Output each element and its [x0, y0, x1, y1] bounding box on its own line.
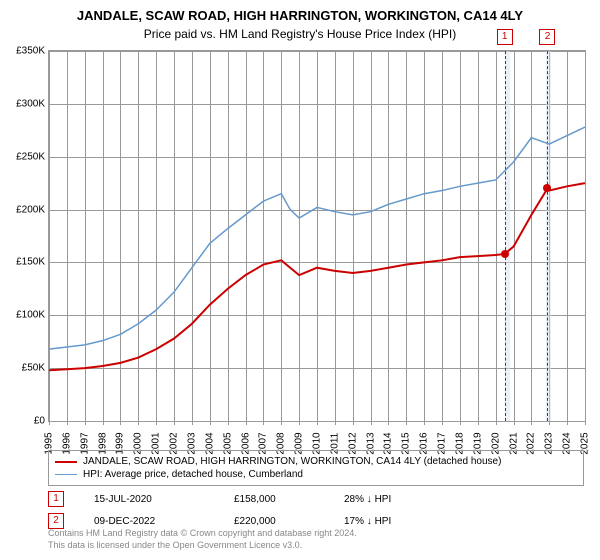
series-line-hpi	[49, 127, 585, 349]
event-date: 15-JUL-2020	[94, 494, 204, 505]
legend-label: JANDALE, SCAW ROAD, HIGH HARRINGTON, WOR…	[83, 456, 501, 467]
footer-text: Contains HM Land Registry data © Crown c…	[48, 528, 357, 551]
event-price: £158,000	[234, 494, 314, 505]
legend-label: HPI: Average price, detached house, Cumb…	[83, 469, 303, 480]
event-marker	[501, 250, 509, 258]
event-date: 09-DEC-2022	[94, 516, 204, 527]
y-axis-label: £150K	[1, 257, 45, 268]
event-table: 1 15-JUL-2020 £158,000 28% ↓ HPI 2 09-DEC-202…	[48, 488, 584, 532]
y-axis-label: £350K	[1, 46, 45, 57]
footer-line-2: This data is licensed under the Open Gov…	[48, 540, 357, 552]
event-pct: 17% ↓ HPI	[344, 516, 391, 527]
y-axis-label: £200K	[1, 204, 45, 215]
event-number: 2	[48, 513, 64, 529]
event-price: £220,000	[234, 516, 314, 527]
chart-title: JANDALE, SCAW ROAD, HIGH HARRINGTON, WOR…	[0, 0, 600, 23]
legend-swatch	[55, 471, 77, 479]
chart-plot-area: £0£50K£100K£150K£200K£250K£300K£350K 199…	[48, 50, 586, 422]
footer-line-1: Contains HM Land Registry data © Crown c…	[48, 528, 357, 540]
legend-item: JANDALE, SCAW ROAD, HIGH HARRINGTON, WOR…	[55, 455, 577, 468]
chart-legend: JANDALE, SCAW ROAD, HIGH HARRINGTON, WOR…	[48, 450, 584, 486]
event-number: 1	[48, 491, 64, 507]
series-line-property	[49, 183, 585, 370]
x-gridline	[585, 51, 586, 425]
event-marker-label: 1	[497, 29, 513, 45]
event-marker	[543, 184, 551, 192]
y-axis-label: £50K	[1, 363, 45, 374]
y-axis-label: £250K	[1, 151, 45, 162]
event-marker-label: 2	[539, 29, 555, 45]
legend-swatch	[55, 458, 77, 466]
event-row: 1 15-JUL-2020 £158,000 28% ↓ HPI	[48, 488, 584, 510]
legend-item: HPI: Average price, detached house, Cumb…	[55, 468, 577, 481]
event-pct: 28% ↓ HPI	[344, 494, 391, 505]
y-axis-label: £300K	[1, 98, 45, 109]
chart-lines	[49, 51, 585, 421]
y-axis-label: £0	[1, 416, 45, 427]
y-axis-label: £100K	[1, 310, 45, 321]
